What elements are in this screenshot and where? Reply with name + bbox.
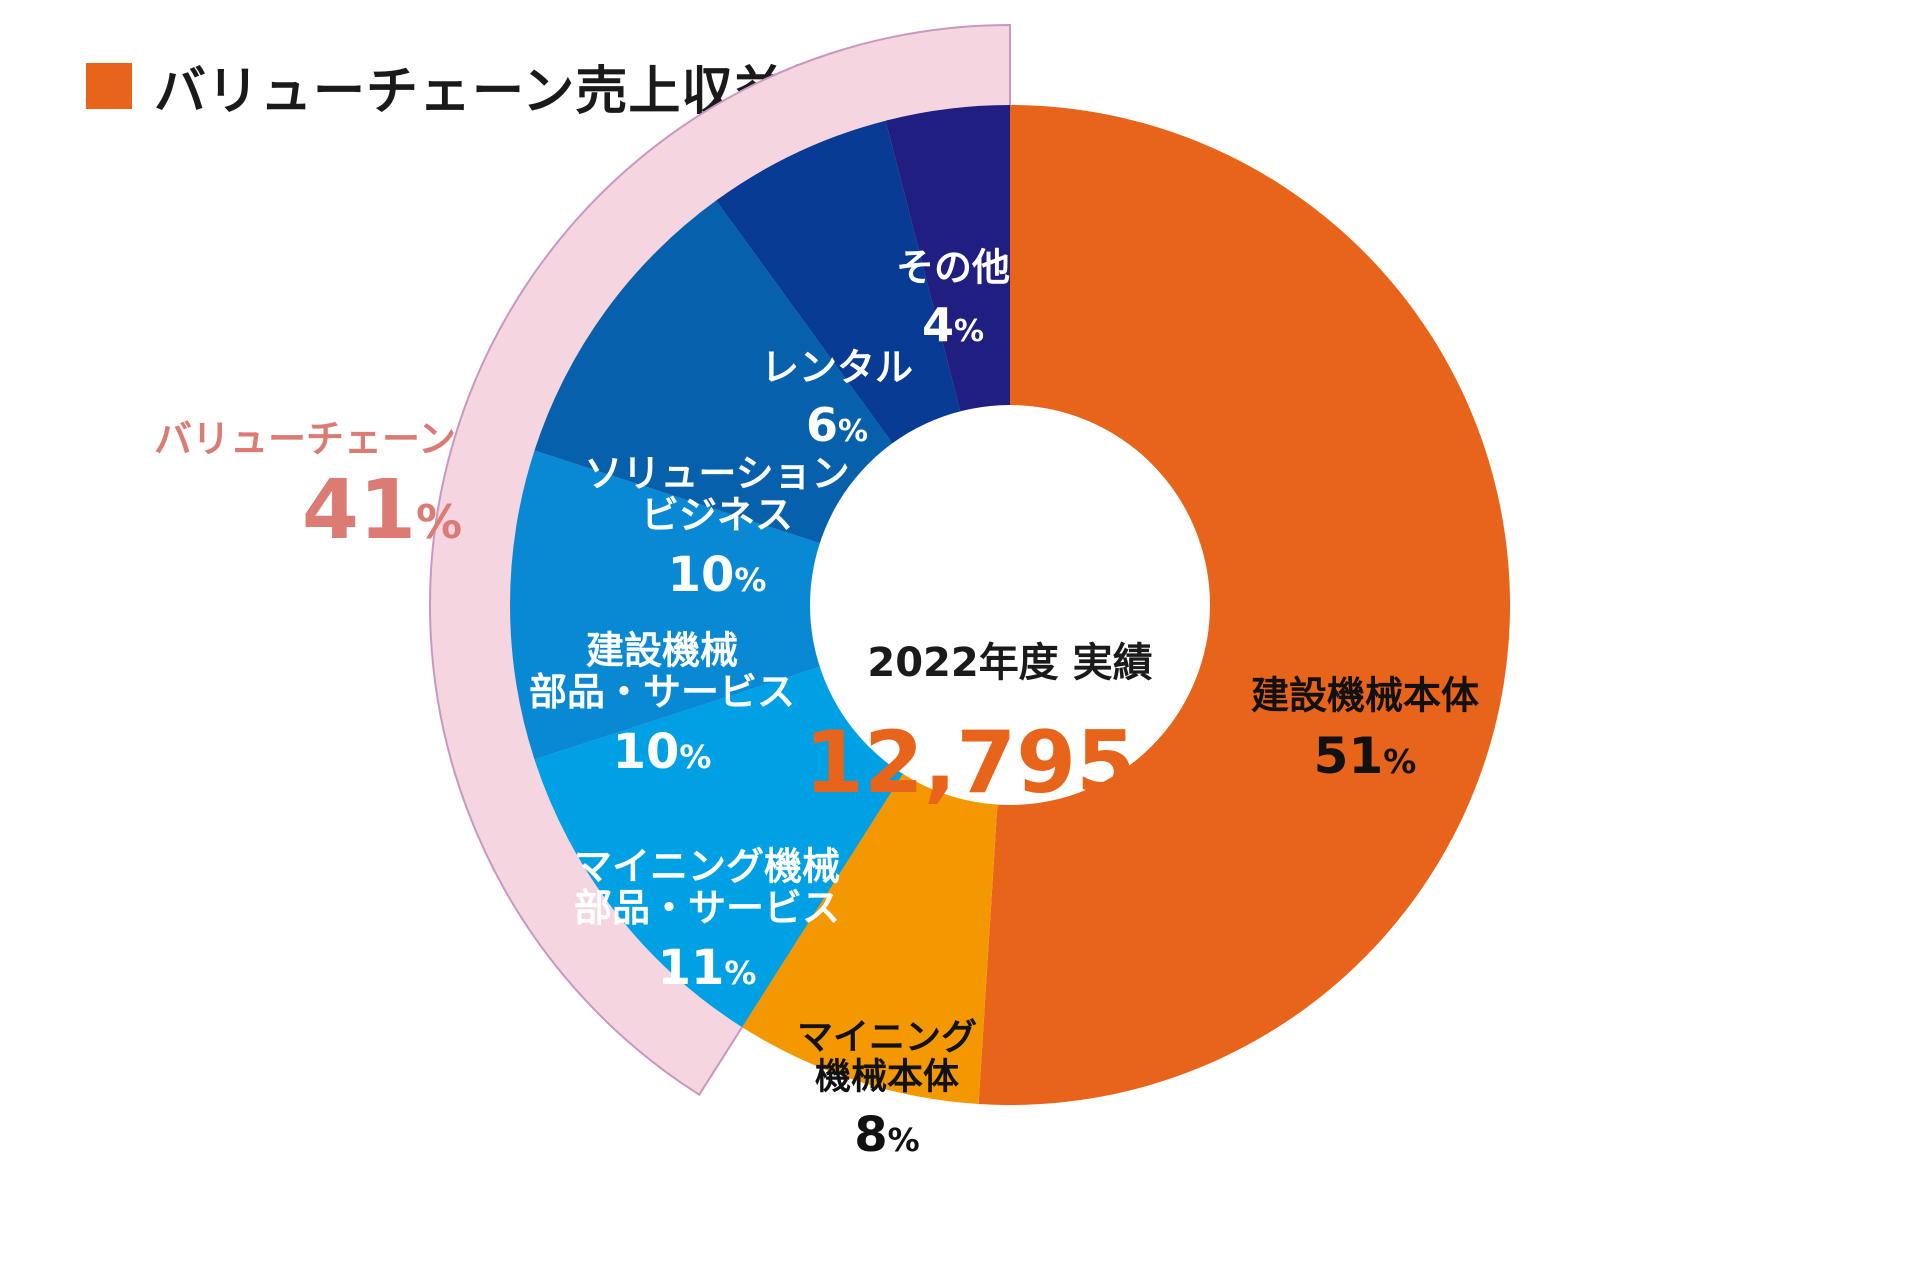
slice-label-5: ソリューションビジネス 10% [584, 451, 849, 603]
slice-labels: 建設機械本体 51%マイニング機械本体 8%マイニング機械部品・サービス 11%建設機… [529, 245, 1479, 1162]
slice-label-line: その他 [896, 245, 1010, 289]
value-chain-percent-number: 41 [302, 463, 416, 558]
slice-label-line: 建設機械 [586, 628, 738, 672]
slice-percent-unit: % [838, 414, 868, 449]
slice-percent-value: 8 [854, 1107, 887, 1163]
title-marker-square [86, 63, 132, 109]
slice-label-1: 建設機械本体 51% [1251, 673, 1479, 785]
value-chain-percent: 41% [302, 463, 462, 558]
slice-percent-value: 4 [922, 298, 954, 352]
center-caption: 2022年度 実績 [867, 640, 1152, 686]
slice-percent-unit: % [734, 561, 766, 599]
donut-center-hole [810, 405, 1210, 805]
slice-label-line: ビジネス [641, 493, 793, 537]
slice-label-line: マイニング機械 [574, 844, 840, 888]
slice-4 [509, 450, 1010, 760]
value-chain-label: バリューチェーン [154, 417, 456, 461]
slice-label-line: 機械本体 [815, 1056, 959, 1097]
slice-percent-value: 10 [613, 724, 680, 780]
value-chain-percent-unit: % [416, 495, 462, 549]
slice-1 [978, 105, 1511, 1105]
slice-percent-value: 6 [806, 398, 838, 452]
slice-label-line: 建設機械本体 [1251, 673, 1479, 717]
slice-label-line: レンタル [761, 345, 913, 389]
slice-percent-unit: % [724, 954, 756, 992]
donut-slices [509, 105, 1511, 1105]
slice-label-6: レンタル 6% [761, 345, 913, 452]
center-total-unit: 億円 [1136, 756, 1216, 802]
slice-percent-value: 51 [1314, 727, 1384, 785]
slice-percent-value: 11 [658, 940, 725, 996]
slice-label-line: マイニング [797, 1017, 977, 1058]
center-total-value: 12,795 [804, 713, 1136, 813]
slice-label-line: 部品・サービス [574, 886, 840, 930]
slice-label-3: マイニング機械部品・サービス 11% [574, 844, 840, 996]
slice-percent-unit: % [1383, 742, 1416, 781]
slice-percent-unit: % [888, 1121, 920, 1159]
slice-percent-unit: % [954, 314, 984, 349]
slice-label-line: ソリューション [584, 451, 849, 495]
slice-label-7: その他 4% [896, 245, 1010, 352]
slice-label-2: マイニング機械本体 8% [797, 1017, 977, 1163]
slice-label-line: 部品・サービス [529, 670, 795, 714]
slice-label-4: 建設機械部品・サービス 10% [529, 628, 795, 780]
slice-percent-unit: % [679, 738, 711, 776]
center-total: 12,795億円 [804, 713, 1216, 813]
slice-percent-value: 10 [668, 547, 735, 603]
